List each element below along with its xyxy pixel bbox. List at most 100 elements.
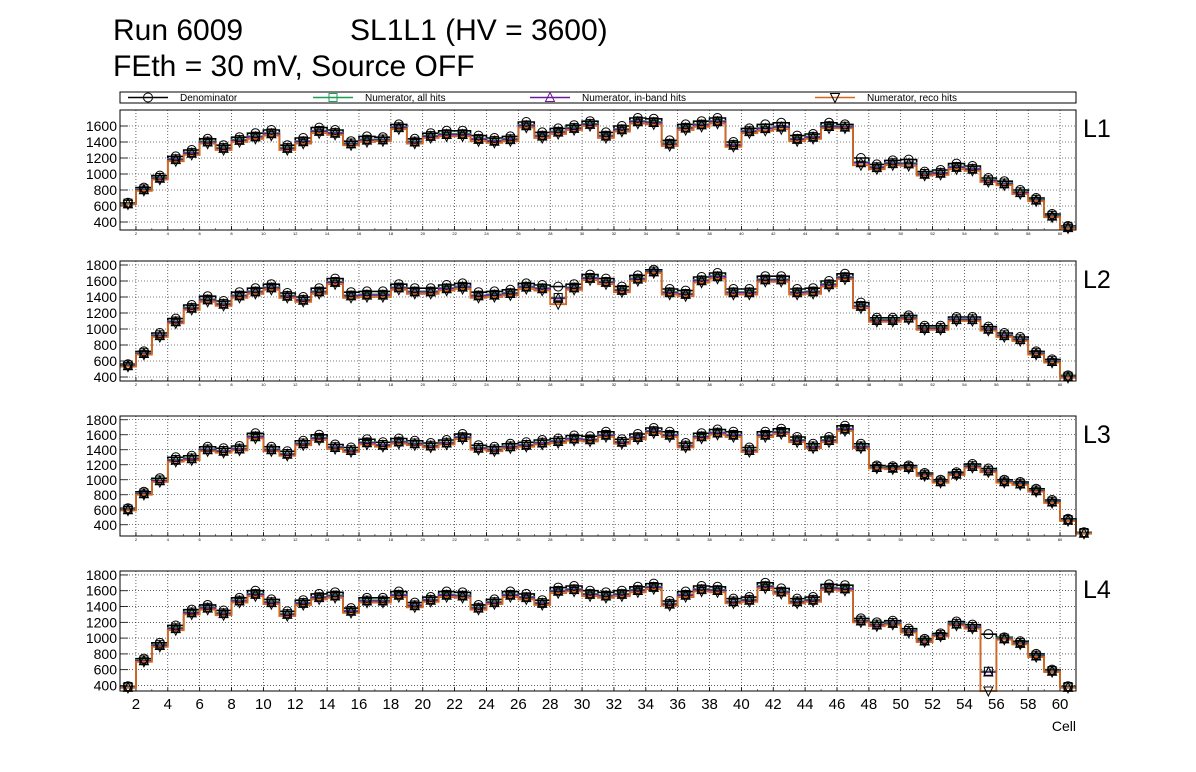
- x-tick-label: 12: [287, 696, 304, 713]
- reco-point: [632, 276, 644, 288]
- reco-point: [967, 166, 978, 177]
- reco-point: [457, 284, 468, 296]
- in-band-point: [154, 172, 166, 183]
- y-tick-label: 1800: [86, 257, 117, 273]
- reco-point: [791, 598, 803, 610]
- x-tick-label: 28: [548, 231, 553, 236]
- in-band-point: [919, 322, 930, 333]
- reco-point: [839, 123, 851, 135]
- reco-point: [297, 297, 309, 308]
- in-band-point: [616, 436, 628, 447]
- reco-point: [791, 437, 803, 449]
- reco-point: [409, 289, 421, 300]
- reco-point: [696, 434, 707, 445]
- reco-point: [775, 277, 787, 288]
- reco-point: [935, 170, 946, 181]
- reco-point: [138, 186, 150, 197]
- in-band-point: [584, 588, 596, 599]
- in-band-point: [935, 629, 946, 640]
- reco-point: [1062, 223, 1074, 235]
- y-tick-label: 600: [94, 198, 118, 214]
- in-band-point: [568, 432, 580, 444]
- reco-point: [696, 587, 707, 598]
- reco-point: [871, 464, 883, 475]
- in-band-point: [967, 621, 978, 632]
- in-band-point: [807, 440, 819, 452]
- in-band-point: [361, 134, 373, 145]
- in-band-point: [297, 294, 309, 305]
- reco-point: [266, 285, 277, 296]
- reco-point: [489, 138, 500, 149]
- in-band-point: [712, 115, 723, 127]
- reco-point: [744, 447, 755, 459]
- reco-point: [759, 432, 771, 444]
- x-tick-label: 38: [707, 382, 712, 387]
- in-band-point: [744, 444, 755, 455]
- denominator-point: [553, 281, 564, 292]
- x-tick-label: 34: [637, 696, 654, 713]
- x-tick-label: 22: [452, 382, 457, 387]
- in-band-point: [154, 474, 166, 486]
- reco-point: [744, 290, 755, 301]
- in-band-point: [536, 282, 548, 294]
- in-band-point: [1030, 484, 1042, 496]
- reco-point: [266, 131, 277, 142]
- reco-point: [489, 292, 500, 304]
- in-band-point: [887, 617, 899, 628]
- reco-point: [1046, 358, 1058, 369]
- x-tick-label: 56: [988, 696, 1005, 713]
- reco-point: [823, 282, 835, 293]
- in-band-point: [887, 462, 899, 473]
- y-tick-label: 1000: [86, 472, 117, 488]
- in-band-point: [266, 443, 277, 455]
- in-band-point: [632, 273, 644, 284]
- reco-point: [951, 620, 962, 632]
- reco-point: [441, 440, 452, 451]
- reco-point: [680, 443, 691, 454]
- reco-point: [266, 446, 277, 458]
- reco-point: [536, 286, 548, 297]
- reco-point: [345, 140, 357, 152]
- reco-point: [807, 134, 819, 145]
- in-band-point: [218, 298, 229, 309]
- x-tick-label: 58: [1026, 231, 1031, 236]
- x-tick-label: 60: [1058, 382, 1063, 387]
- y-tick-label: 1800: [86, 567, 117, 583]
- in-band-point: [345, 605, 357, 616]
- x-tick-label: 36: [675, 382, 680, 387]
- in-band-point: [170, 454, 182, 465]
- in-band-point: [759, 580, 771, 592]
- reco-point: [600, 133, 612, 145]
- x-tick-label: 60: [1058, 231, 1063, 236]
- reco-point: [552, 129, 564, 141]
- reco-point: [696, 122, 707, 133]
- reco-point: [186, 150, 198, 161]
- reco-point: [998, 478, 1010, 489]
- in-band-point: [552, 435, 564, 446]
- x-tick-label: 26: [510, 696, 527, 713]
- reco-point: [473, 445, 484, 456]
- in-band-point: [680, 122, 691, 133]
- reco-point: [441, 286, 452, 297]
- in-band-point: [983, 174, 994, 186]
- in-band-point: [600, 589, 612, 601]
- in-band-point: [1046, 210, 1058, 221]
- reco-point: [600, 593, 612, 604]
- in-band-point: [409, 437, 421, 449]
- reco-point: [664, 141, 676, 153]
- x-tick-label: 4: [167, 231, 170, 236]
- reco-point: [1030, 652, 1042, 664]
- reco-point: [823, 585, 835, 597]
- reco-point: [138, 657, 150, 668]
- reco-point: [775, 589, 787, 601]
- reco-point: [377, 136, 389, 148]
- reco-point: [887, 464, 899, 476]
- in-band-point: [1030, 649, 1042, 661]
- in-band-point: [903, 625, 915, 636]
- x-tick-label: 24: [484, 231, 489, 236]
- in-band-point: [313, 285, 325, 297]
- reco-point: [664, 290, 676, 301]
- reco-point: [1030, 487, 1042, 498]
